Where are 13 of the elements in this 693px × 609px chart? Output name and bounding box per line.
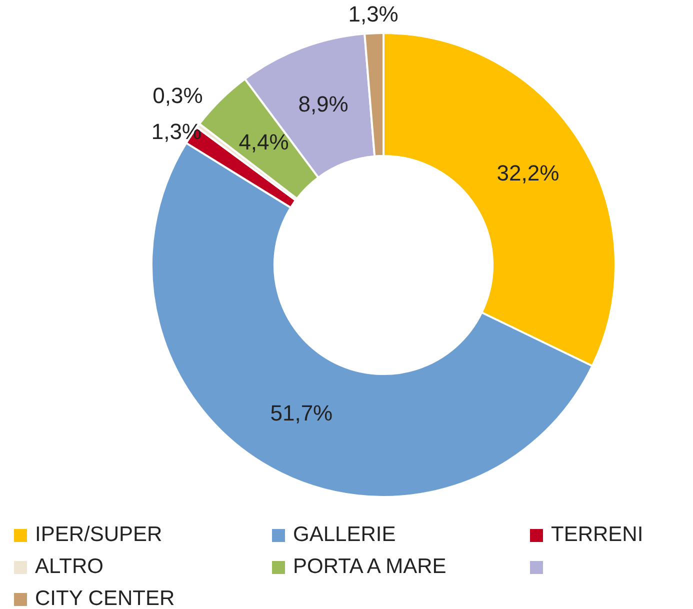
data-label: 0,3% xyxy=(152,82,203,108)
legend-label: PORTA A MARE xyxy=(293,555,446,579)
legend-label: ALTRO xyxy=(35,555,104,579)
data-label: 1,3% xyxy=(151,118,202,144)
data-label: 1,3% xyxy=(348,1,398,26)
legend-label: IPER/SUPER xyxy=(35,523,162,547)
data-label: 32,2% xyxy=(496,160,560,186)
legend-label: CITY CENTER xyxy=(35,587,175,609)
data-label: 51,7% xyxy=(270,400,333,426)
data-label: 8,9% xyxy=(298,92,348,117)
legend-label: TERRENI xyxy=(551,523,644,547)
legend-label: GALLERIE xyxy=(293,523,396,547)
data-label: 4,4% xyxy=(238,130,289,155)
